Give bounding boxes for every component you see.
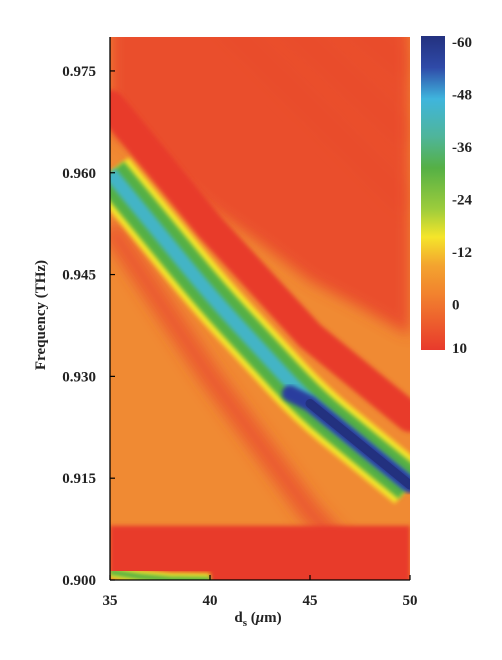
- y-tick-label: 0.945: [62, 268, 96, 284]
- y-tick-label: 0.900: [62, 573, 96, 589]
- colorbar-tick-label: -24: [452, 192, 472, 208]
- colorbar-tick-label: -48: [452, 87, 472, 103]
- colorbar-ticks: -60 -48 -36 -24 -12 0 10: [452, 35, 472, 357]
- y-axis-title: Frequency (THz): [33, 260, 49, 370]
- x-tick-label: 50: [403, 593, 418, 609]
- axes: 35 40 45 50 0.900 0.915 0.930 0.945 0.960 0.975: [62, 37, 418, 609]
- colorbar-tick-label: -36: [452, 140, 472, 156]
- colorbar-gradient-bar: [421, 36, 445, 350]
- heatmap-field: [110, 37, 410, 580]
- y-tick-label: 0.975: [62, 64, 96, 80]
- x-tick-label: 40: [203, 593, 218, 609]
- x-tick-label: 35: [103, 593, 118, 609]
- heat-red-band-above: [110, 89, 410, 433]
- y-tick-label: 0.960: [62, 166, 96, 182]
- colorbar-tick-label: -12: [452, 245, 472, 261]
- heat-red-bottom-strip: [110, 525, 410, 580]
- resonance-band-navy-core: [305, 399, 410, 490]
- x-tick-label: 45: [303, 593, 318, 609]
- heatmap-plot-area: [110, 37, 410, 580]
- x-ticks: 35 40 45 50: [103, 575, 418, 609]
- colorbar: -60 -48 -36 -24 -12 0 10: [421, 35, 472, 357]
- y-ticks: 0.900 0.915 0.930 0.945 0.960 0.975: [62, 64, 115, 589]
- y-tick-label: 0.915: [62, 471, 96, 487]
- colorbar-tick-label: -60: [452, 35, 472, 51]
- colorbar-tick-label: 0: [452, 297, 460, 313]
- colorbar-tick-label: 10: [452, 341, 467, 357]
- y-tick-label: 0.930: [62, 369, 96, 385]
- x-axis-title: ds (μm): [234, 610, 281, 629]
- heat-red-region: [110, 37, 410, 336]
